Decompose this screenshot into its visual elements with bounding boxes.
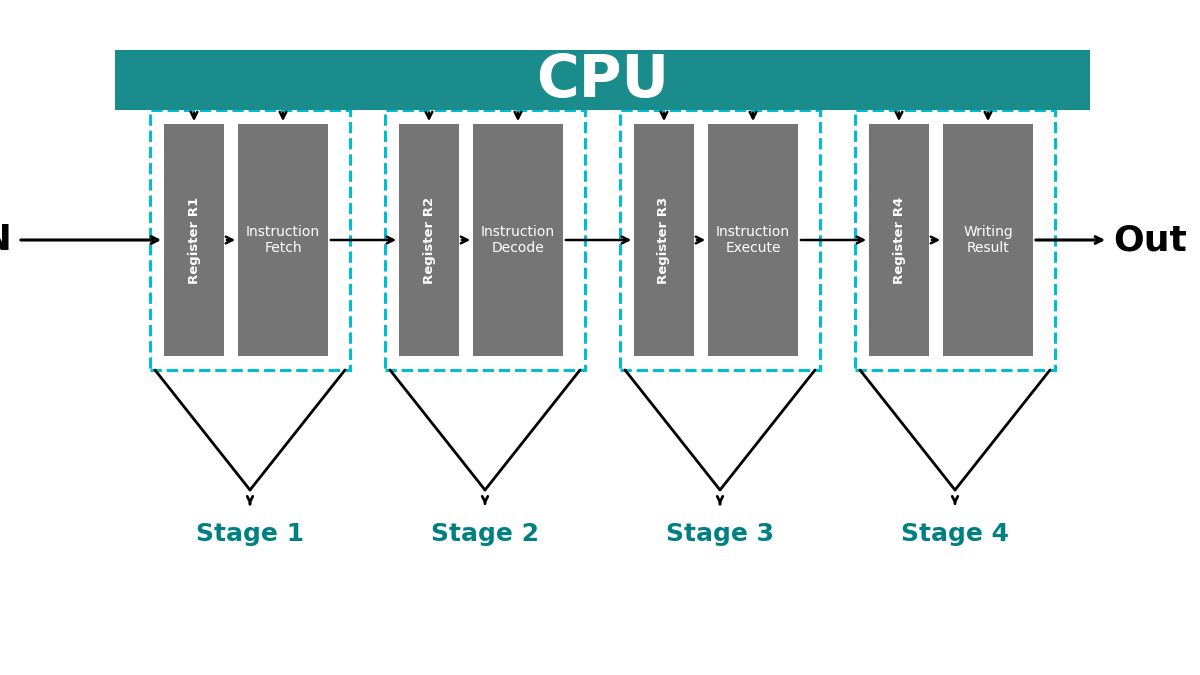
Text: Register R2: Register R2 — [422, 196, 436, 284]
Bar — [164, 124, 224, 356]
Text: Out: Out — [1114, 223, 1187, 257]
Bar — [385, 110, 586, 370]
Text: Stage 3: Stage 3 — [666, 522, 774, 546]
Text: IN: IN — [0, 223, 13, 257]
Bar — [620, 110, 820, 370]
Text: Instruction
Decode: Instruction Decode — [481, 225, 556, 255]
Bar — [150, 110, 350, 370]
Text: Stage 4: Stage 4 — [901, 522, 1009, 546]
Bar — [708, 124, 798, 356]
Bar — [398, 124, 458, 356]
Bar — [869, 124, 929, 356]
Text: Register R3: Register R3 — [658, 196, 671, 284]
Text: Stage 2: Stage 2 — [431, 522, 539, 546]
Text: Stage 1: Stage 1 — [196, 522, 304, 546]
Bar — [238, 124, 328, 356]
Text: CPU: CPU — [536, 51, 670, 109]
Text: Instruction
Execute: Instruction Execute — [716, 225, 790, 255]
Text: Register R4: Register R4 — [893, 196, 906, 284]
Bar — [634, 124, 694, 356]
Text: Writing
Result: Writing Result — [964, 225, 1013, 255]
Bar — [856, 110, 1055, 370]
Bar — [473, 124, 563, 356]
Text: Register R1: Register R1 — [187, 196, 200, 284]
Bar — [943, 124, 1033, 356]
Bar — [115, 50, 1090, 110]
Text: Instruction
Fetch: Instruction Fetch — [246, 225, 320, 255]
